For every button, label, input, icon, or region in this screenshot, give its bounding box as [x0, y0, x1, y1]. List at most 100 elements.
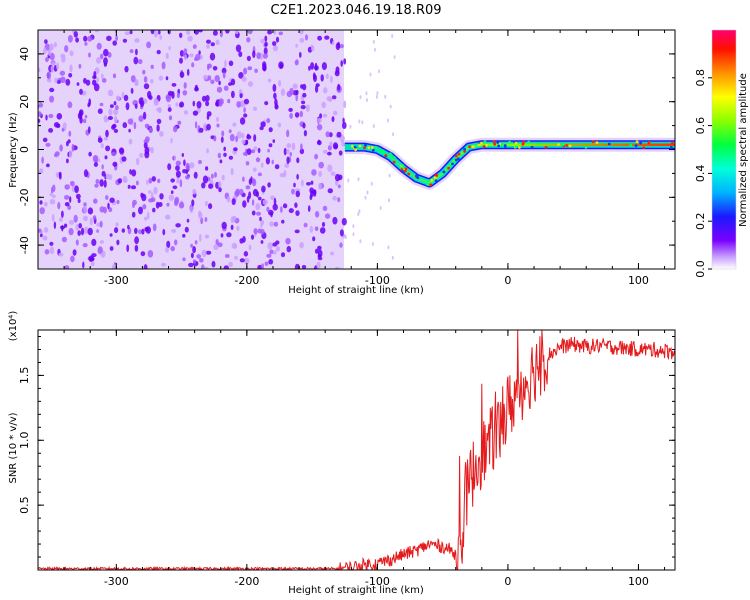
noise-dot [51, 194, 56, 199]
noise-dot [365, 98, 368, 102]
track-speckle [451, 162, 454, 166]
noise-dot [343, 100, 347, 109]
noise-dot [376, 91, 379, 96]
noise-dot [192, 100, 196, 107]
noise-dot [155, 201, 160, 209]
track-speckle [426, 182, 429, 186]
noise-dot [161, 61, 166, 70]
noise-dot [358, 119, 361, 124]
noise-dot [142, 204, 147, 210]
noise-dot [314, 226, 319, 231]
noise-dot [242, 200, 247, 208]
track-speckle [358, 144, 362, 148]
noise-dot [129, 30, 133, 35]
noise-dot [148, 127, 153, 133]
noise-dot [87, 227, 93, 236]
noise-dot [219, 159, 223, 164]
noise-dot [268, 127, 273, 133]
noise-dot [64, 265, 70, 269]
noise-dot [272, 83, 277, 92]
noise-dot [194, 121, 198, 129]
noise-dot [150, 64, 154, 69]
noise-dot [54, 153, 58, 158]
noise-dot [38, 102, 44, 108]
noise-dot [305, 34, 308, 41]
noise-dot [157, 178, 161, 184]
noise-dot [211, 173, 214, 179]
noise-dot [284, 163, 290, 168]
noise-dot [112, 73, 117, 79]
noise-dot [106, 35, 112, 41]
noise-dot [39, 207, 45, 215]
noise-dot [129, 169, 132, 175]
noise-dot [261, 263, 264, 269]
noise-dot [93, 162, 98, 168]
track-speckle [669, 146, 673, 149]
noise-dot [82, 118, 87, 124]
noise-dot [122, 122, 128, 129]
noise-dot [267, 30, 273, 35]
noise-dot [61, 236, 67, 243]
noise-dot [372, 39, 375, 44]
spectrogram-ylabel: Frequency (Hz) [8, 112, 19, 188]
noise-dot [342, 121, 347, 129]
y-tick-label: 1.5 [18, 367, 31, 385]
noise-dot [342, 117, 345, 124]
noise-dot [364, 195, 367, 200]
noise-dot [48, 127, 54, 133]
noise-dot [295, 210, 300, 217]
noise-dot [82, 261, 85, 269]
x-tick-label: 100 [628, 274, 649, 287]
noise-dot [209, 52, 216, 61]
noise-dot [159, 34, 163, 40]
noise-dot [85, 79, 91, 86]
noise-dot [317, 256, 323, 261]
track-speckle [449, 164, 452, 168]
noise-dot [339, 242, 343, 248]
noise-dot [314, 248, 319, 254]
noise-dot [151, 176, 156, 182]
noise-dot [273, 92, 277, 100]
noise-dot [337, 197, 341, 203]
noise-dot [173, 125, 178, 133]
noise-dot [45, 114, 48, 121]
noise-dot [223, 265, 229, 269]
noise-dot [101, 170, 106, 177]
noise-dot [318, 170, 322, 177]
noise-dot [189, 162, 195, 169]
noise-dot [268, 259, 274, 265]
noise-dot [233, 147, 238, 152]
noise-dot [223, 146, 226, 152]
noise-dot [174, 196, 180, 204]
noise-dot [221, 130, 225, 137]
noise-dot [116, 199, 120, 205]
noise-dot [103, 179, 107, 188]
track-speckle [647, 141, 651, 145]
track-speckle [561, 143, 565, 147]
noise-dot [339, 229, 344, 237]
noise-dot [253, 228, 258, 235]
noise-dot [283, 147, 287, 156]
noise-dot [236, 225, 240, 231]
colorbar-tick-label: 0.0 [694, 260, 707, 278]
noise-dot [302, 122, 306, 129]
noise-dot [243, 113, 248, 118]
track-speckle [473, 143, 477, 147]
noise-dot [108, 174, 113, 180]
track-speckle [433, 176, 437, 180]
noise-dot [323, 87, 328, 94]
track-speckle [434, 179, 438, 183]
colorbar-tick-label: 0.2 [694, 212, 707, 230]
noise-dot [246, 133, 250, 139]
noise-dot [194, 57, 198, 61]
noise-dot [112, 40, 117, 46]
noise-dot [239, 117, 246, 125]
noise-dot [143, 76, 148, 83]
noise-dot [216, 116, 219, 122]
noise-dot [361, 120, 364, 125]
noise-dot [301, 179, 304, 187]
noise-dot [113, 128, 119, 133]
noise-dot [262, 199, 268, 206]
noise-dot [339, 44, 344, 49]
track-speckle [463, 147, 466, 151]
